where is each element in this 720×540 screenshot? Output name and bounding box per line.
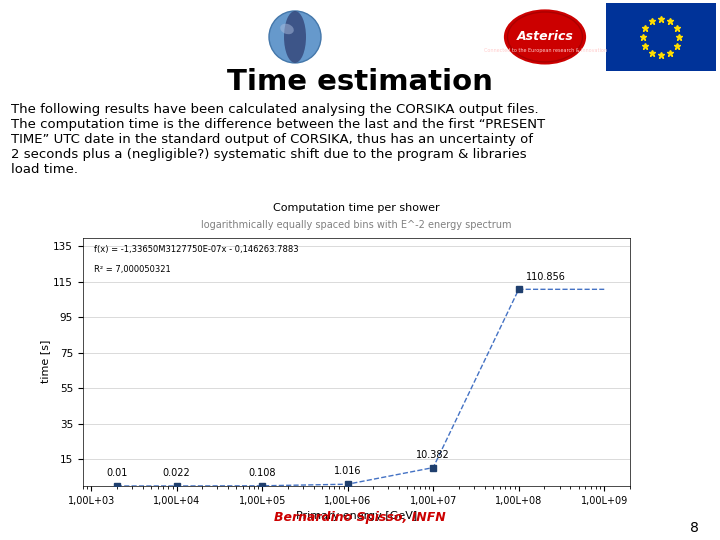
Bar — [606, 3, 716, 71]
Text: Bernardino Spisso, INFN: Bernardino Spisso, INFN — [274, 511, 446, 524]
Text: R² = 7,000050321: R² = 7,000050321 — [94, 265, 171, 274]
Ellipse shape — [284, 11, 306, 63]
Text: Time estimation: Time estimation — [227, 69, 493, 96]
Text: Asterics: Asterics — [516, 30, 573, 43]
Ellipse shape — [280, 24, 294, 34]
Y-axis label: time [s]: time [s] — [40, 340, 50, 383]
X-axis label: Primary energy [GeV]: Primary energy [GeV] — [296, 511, 417, 521]
Text: 0.01: 0.01 — [106, 468, 127, 478]
Text: The following results have been calculated analysing the CORSIKA output files.
T: The following results have been calculat… — [11, 103, 545, 176]
Text: 10.382: 10.382 — [416, 450, 450, 460]
Text: f(x) = -1,33650M3127750E-07x - 0,146263.7883: f(x) = -1,33650M3127750E-07x - 0,146263.… — [94, 245, 298, 254]
Text: 0.108: 0.108 — [248, 468, 276, 478]
Text: 0.022: 0.022 — [163, 468, 191, 478]
Text: Computation time per shower: Computation time per shower — [273, 202, 440, 213]
Ellipse shape — [269, 11, 321, 63]
Text: 8: 8 — [690, 521, 698, 535]
Text: 110.856: 110.856 — [526, 272, 565, 281]
Text: ASTERICS & K: ASTERICS & K — [8, 24, 214, 50]
Text: logarithmically equally spaced bins with E^-2 energy spectrum: logarithmically equally spaced bins with… — [201, 220, 512, 230]
Text: 3KM3NeT: 3KM3NeT — [323, 24, 464, 50]
Text: Connected to the European research & innovation: Connected to the European research & inn… — [484, 49, 606, 53]
Ellipse shape — [503, 8, 588, 66]
Text: 1.016: 1.016 — [334, 467, 361, 476]
